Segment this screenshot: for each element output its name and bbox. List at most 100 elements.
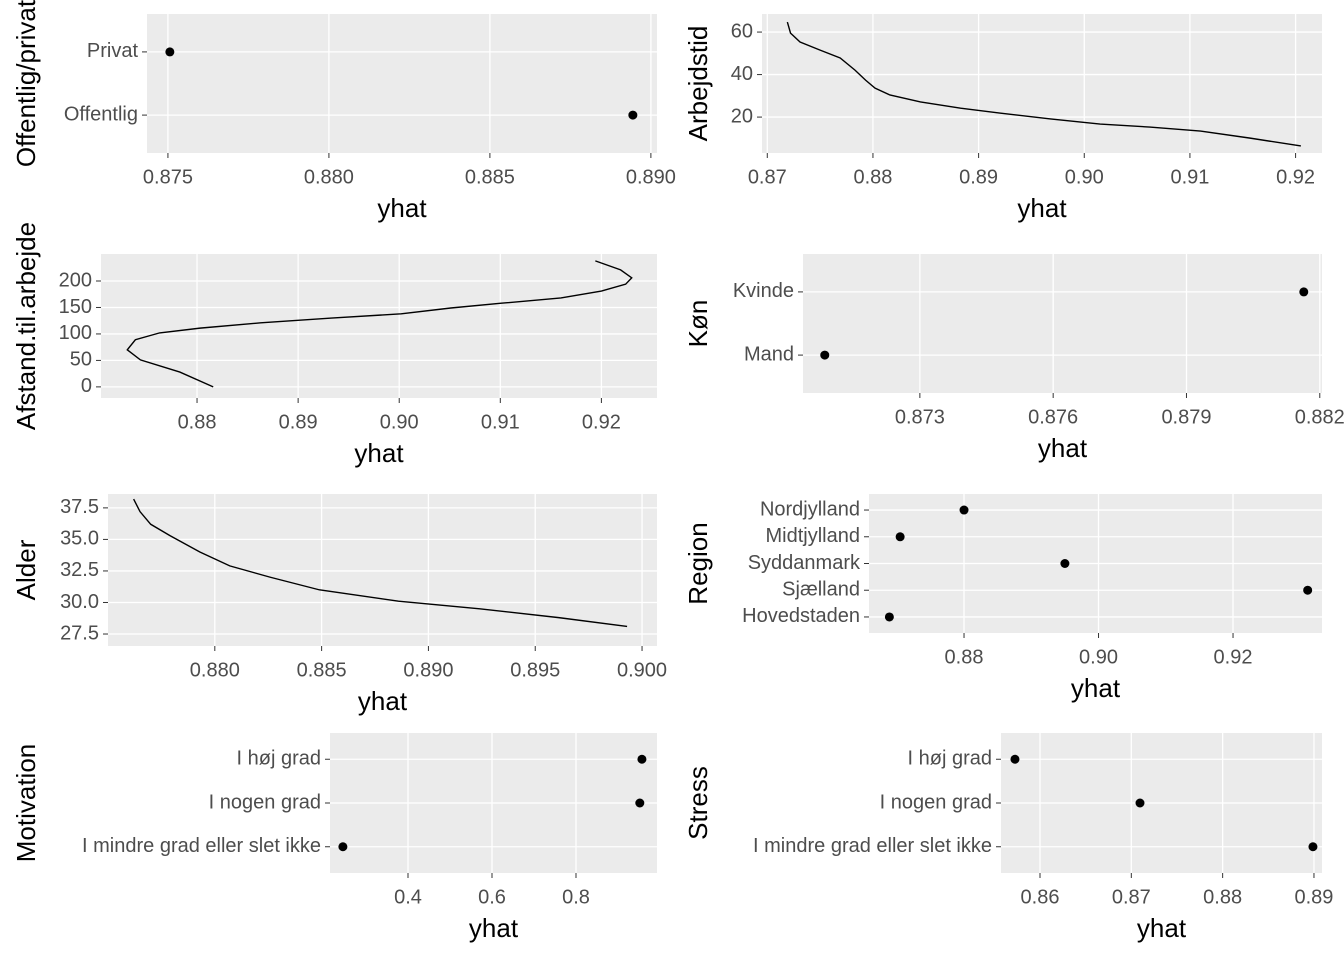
plot-background [108, 494, 657, 646]
y-tick-label: 20 [731, 105, 753, 127]
point [635, 798, 645, 808]
y-axis-title: Køn [683, 300, 713, 348]
x-axis-title: yhat [358, 686, 408, 716]
y-axis-title: Afstand.til.arbejde [11, 222, 41, 430]
y-axis-title: Stress [683, 766, 713, 840]
x-tick-label: 0.88 [945, 646, 984, 668]
x-tick-label: 0.88 [178, 411, 217, 433]
x-tick-label: 0.90 [380, 411, 419, 433]
y-tick-label: 40 [731, 63, 753, 85]
point [820, 350, 830, 360]
panel: I mindre grad eller slet ikke I nogen gra… [683, 733, 1333, 943]
x-tick-label: 0.900 [617, 659, 667, 681]
line [786, 21, 1301, 147]
y-axis-title: Offentlig/privat [11, 0, 41, 167]
point [1303, 585, 1313, 595]
y-axis-title: Arbejdstid [683, 26, 713, 142]
y-tick-label: Mand [744, 343, 794, 365]
x-tick-label: 0.90 [1065, 166, 1104, 188]
y-tick-label: Kvinde [733, 280, 794, 302]
x-tick-label: 0.882 [1295, 406, 1344, 428]
plot-background [803, 254, 1322, 393]
x-tick-label: 0.890 [403, 659, 453, 681]
x-tick-label: 0.89 [279, 411, 318, 433]
y-tick-label: Offentlig [64, 103, 138, 125]
x-tick-label: 0.4 [394, 886, 422, 908]
x-tick-label: 0.879 [1161, 406, 1211, 428]
y-tick-label: 30.0 [60, 591, 99, 613]
x-axis-title: yhat [1137, 913, 1187, 943]
x-axis-title: yhat [1038, 433, 1088, 463]
y-tick-label: 150 [59, 296, 92, 318]
panel: Mand Kvinde 0.873 0.876 0.879 0.882 yhat Køn [683, 254, 1344, 463]
x-tick-label: 0.86 [1021, 886, 1060, 908]
x-tick-label: 0.895 [510, 659, 560, 681]
x-axis-title: yhat [377, 193, 427, 223]
y-tick-label: I høj grad [237, 748, 321, 770]
line [133, 498, 628, 628]
point [895, 532, 905, 542]
x-tick-label: 0.87 [748, 166, 787, 188]
y-tick-label: 32.5 [60, 559, 99, 581]
x-axis-title: yhat [1071, 673, 1121, 703]
y-tick-label: 35.0 [60, 528, 99, 550]
x-tick-label: 0.87 [1112, 886, 1151, 908]
x-tick-label: 0.875 [143, 166, 193, 188]
x-tick-label: 0.88 [1203, 886, 1242, 908]
panel: Offentlig Privat 0.875 0.880 0.885 0.890 yhat O… [11, 0, 676, 223]
x-tick-label: 0.89 [959, 166, 998, 188]
y-tick-label: Midtjylland [766, 525, 860, 547]
line [126, 260, 633, 388]
point [628, 110, 638, 120]
x-tick-label: 0.92 [582, 411, 621, 433]
point [165, 47, 175, 57]
panel: I mindre grad eller slet ikke I nogen gra… [11, 733, 657, 943]
x-tick-label: 0.880 [190, 659, 240, 681]
y-tick-label: Privat [87, 40, 139, 62]
y-tick-label: 37.5 [60, 496, 99, 518]
y-tick-label: 27.5 [60, 622, 99, 644]
point [1010, 754, 1020, 764]
y-tick-label: Syddanmark [748, 552, 861, 574]
x-tick-label: 0.90 [1079, 646, 1118, 668]
x-tick-label: 0.8 [562, 886, 590, 908]
plot-background [147, 14, 657, 153]
y-tick-label: Hovedstaden [742, 605, 860, 627]
x-axis-title: yhat [469, 913, 519, 943]
x-tick-label: 0.88 [853, 166, 892, 188]
y-tick-label: I mindre grad eller slet ikke [82, 835, 321, 857]
x-tick-label: 0.873 [895, 406, 945, 428]
y-axis-title: Region [683, 522, 713, 604]
point [1308, 842, 1318, 852]
y-tick-label: I nogen grad [880, 791, 992, 813]
y-tick-label: 0 [81, 375, 92, 397]
x-tick-label: 0.885 [465, 166, 515, 188]
x-tick-label: 0.92 [1276, 166, 1315, 188]
point [884, 612, 894, 622]
x-tick-label: 0.880 [304, 166, 354, 188]
x-axis-title: yhat [354, 438, 404, 468]
x-tick-label: 0.91 [481, 411, 520, 433]
point [1299, 287, 1309, 297]
y-tick-label: Nordjylland [760, 498, 860, 520]
y-tick-label: 200 [59, 269, 92, 291]
point [338, 842, 348, 852]
y-axis-title: Motivation [11, 744, 41, 863]
panel: Hovedstaden Sjælland Syddanmark Midtjylland… [683, 494, 1322, 703]
y-axis-title: Alder [11, 539, 41, 600]
y-tick-label: I nogen grad [209, 791, 321, 813]
panel: 0 50 100 150 200 0.88 0.89 0.90 0.91 0.92 yhat Afst… [11, 222, 657, 468]
x-tick-label: 0.885 [297, 659, 347, 681]
point [959, 505, 969, 515]
y-tick-label: 60 [731, 20, 753, 42]
x-tick-label: 0.876 [1028, 406, 1078, 428]
point [1060, 559, 1070, 568]
point [637, 754, 647, 764]
x-tick-label: 0.890 [626, 166, 676, 188]
plot-background [101, 254, 657, 398]
x-axis-title: yhat [1017, 193, 1067, 223]
y-tick-label: Sjælland [782, 579, 860, 601]
x-tick-label: 0.89 [1294, 886, 1333, 908]
y-tick-label: I mindre grad eller slet ikke [753, 835, 992, 857]
